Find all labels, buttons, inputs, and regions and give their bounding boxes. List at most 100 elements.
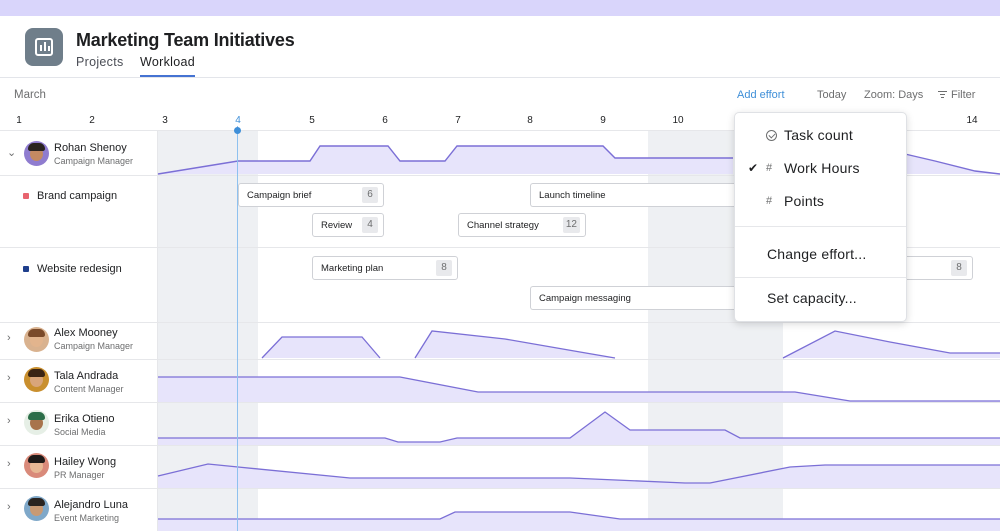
task-bar[interactable]: Marketing plan 8	[312, 256, 458, 280]
task-effort-badge: 8	[951, 260, 967, 276]
day-label: 9	[600, 115, 606, 126]
workload-toolbar: March Add effort Today Zoom: Days Filter	[0, 86, 1000, 106]
avatar	[24, 367, 49, 392]
person-row-alex[interactable]: › Alex Mooney Campaign Manager	[0, 322, 157, 359]
menu-item-change-effort[interactable]: Change effort...	[735, 239, 906, 269]
menu-item-work-hours[interactable]: ✔ # Work Hours	[735, 153, 906, 183]
day-label-today: 4	[235, 115, 241, 126]
active-tab-indicator	[140, 75, 195, 77]
workload-graph-rohan[interactable]	[0, 131, 1000, 175]
row-divider	[0, 488, 1000, 489]
task-name: Marketing plan	[321, 263, 384, 274]
project-color-dot	[23, 266, 29, 272]
day-label: 7	[455, 115, 461, 126]
task-bar[interactable]: Channel strategy 12	[458, 213, 586, 237]
today-marker-line	[237, 126, 238, 531]
workload-graph-erika[interactable]	[0, 402, 1000, 445]
person-name: Erika Otieno	[54, 413, 115, 425]
task-effort-badge: 4	[362, 217, 378, 233]
person-role: Campaign Manager	[54, 156, 134, 166]
top-banner-strip	[0, 0, 1000, 16]
menu-divider	[735, 226, 906, 227]
chevron-right-icon[interactable]: ›	[7, 372, 11, 384]
person-name: Tala Andrada	[54, 370, 119, 382]
zoom-dropdown[interactable]: Zoom: Days	[864, 89, 924, 101]
person-row-alejandro[interactable]: › Alejandro Luna Event Marketing	[0, 488, 157, 528]
row-divider	[0, 445, 1000, 446]
workload-graph-tala[interactable]	[0, 359, 1000, 402]
row-divider	[0, 247, 1000, 248]
day-label: 3	[162, 115, 168, 126]
person-role: Event Marketing	[54, 513, 120, 523]
person-row-erika[interactable]: › Erika Otieno Social Media	[0, 402, 157, 442]
chevron-right-icon[interactable]: ›	[7, 415, 11, 427]
task-effort-badge: 6	[362, 187, 378, 203]
task-name: Launch timeline	[539, 190, 606, 201]
tab-workload[interactable]: Workload	[140, 55, 195, 69]
chevron-down-icon[interactable]: ⌄	[7, 147, 17, 159]
chevron-right-icon[interactable]: ›	[7, 458, 11, 470]
task-name: Channel strategy	[467, 220, 539, 231]
row-divider	[0, 322, 1000, 323]
circle-check-icon	[766, 130, 777, 144]
menu-item-points[interactable]: # Points	[735, 186, 906, 216]
day-label: 10	[672, 115, 684, 126]
avatar	[24, 410, 49, 435]
project-chart-icon[interactable]	[25, 28, 63, 66]
task-bar[interactable]: Campaign messaging	[530, 286, 740, 310]
project-header: Marketing Team Initiatives Projects Work…	[0, 16, 1000, 78]
row-divider	[0, 402, 1000, 403]
add-effort-button[interactable]: Add effort	[737, 89, 785, 101]
menu-item-task-count[interactable]: Task count	[735, 120, 906, 150]
day-label: 8	[527, 115, 533, 126]
task-name: Campaign brief	[247, 190, 312, 201]
day-label: 14	[966, 115, 978, 126]
person-row-tala[interactable]: › Tala Andrada Content Manager	[0, 359, 157, 399]
today-button[interactable]: Today	[817, 89, 847, 101]
menu-item-label: Task count	[784, 127, 853, 143]
person-name: Rohan Shenoy	[54, 142, 127, 154]
project-color-dot	[23, 193, 29, 199]
chevron-right-icon[interactable]: ›	[7, 332, 11, 344]
task-effort-badge: 12	[562, 217, 580, 233]
workload-graph-hailey[interactable]	[0, 445, 1000, 488]
month-label: March	[14, 89, 46, 101]
project-name[interactable]: Website redesign	[37, 263, 122, 275]
day-header: 1 2 3 4 5 6 7 8 9 10 14	[0, 113, 1000, 131]
person-row-hailey[interactable]: › Hailey Wong PR Manager	[0, 445, 157, 485]
tab-projects[interactable]: Projects	[76, 55, 124, 69]
menu-item-set-capacity[interactable]: Set capacity...	[735, 283, 906, 313]
hash-icon: #	[766, 195, 773, 207]
menu-divider	[735, 277, 906, 278]
workload-graph-alex[interactable]	[0, 322, 1000, 359]
task-bar[interactable]: Review 4	[312, 213, 384, 237]
person-role: PR Manager	[54, 470, 105, 480]
chevron-right-icon[interactable]: ›	[7, 501, 11, 513]
avatar	[24, 327, 49, 352]
workload-grid: ⌄ Rohan Shenoy Campaign Manager Brand ca…	[0, 130, 1000, 531]
person-name: Hailey Wong	[54, 456, 117, 468]
task-name: Campaign messaging	[539, 293, 631, 304]
effort-menu: Task count ✔ # Work Hours # Points Chang…	[734, 112, 907, 322]
today-marker-dot	[234, 127, 241, 134]
task-bar[interactable]: Launch timeline	[530, 183, 740, 207]
filter-button[interactable]: Filter	[951, 89, 976, 101]
menu-item-label: Points	[784, 193, 825, 209]
avatar	[24, 496, 49, 521]
task-bar[interactable]: Campaign brief 6	[238, 183, 384, 207]
person-row-rohan[interactable]: ⌄ Rohan Shenoy Campaign Manager	[0, 135, 157, 175]
menu-item-label: Set capacity...	[767, 290, 857, 306]
project-name[interactable]: Brand campaign	[37, 190, 118, 202]
task-name: Review	[321, 220, 353, 231]
menu-item-label: Work Hours	[784, 160, 860, 176]
person-role: Campaign Manager	[54, 341, 134, 351]
avatar	[24, 141, 49, 166]
menu-item-label: Change effort...	[767, 246, 867, 262]
workload-graph-alejandro[interactable]	[0, 488, 1000, 531]
hash-icon: #	[766, 162, 773, 174]
filter-icon[interactable]	[938, 91, 947, 99]
row-divider	[0, 175, 1000, 176]
day-label: 1	[16, 115, 22, 126]
day-label: 6	[382, 115, 388, 126]
person-role: Social Media	[54, 427, 106, 437]
